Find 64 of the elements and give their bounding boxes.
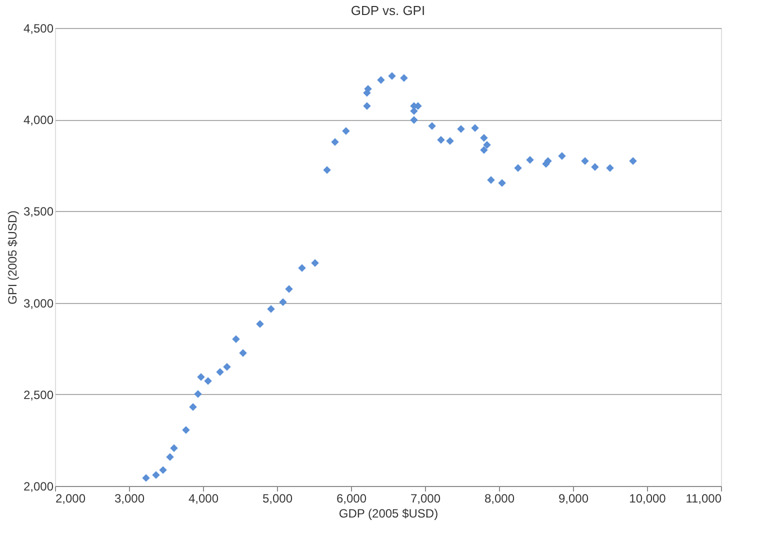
x-tick-label: 11,000 bbox=[686, 492, 722, 506]
point bbox=[159, 466, 167, 474]
point bbox=[591, 163, 599, 171]
point bbox=[197, 373, 205, 381]
point bbox=[606, 164, 614, 172]
x-tick-label: 2,000 bbox=[56, 492, 86, 506]
point bbox=[239, 349, 247, 357]
point bbox=[232, 335, 240, 343]
point bbox=[142, 474, 150, 482]
x-tick-label: 9,000 bbox=[558, 492, 589, 506]
y-tick-label: 4,500 bbox=[23, 22, 54, 36]
point bbox=[487, 176, 495, 184]
point bbox=[267, 305, 275, 313]
point bbox=[629, 157, 637, 165]
point bbox=[152, 471, 160, 479]
point bbox=[166, 453, 174, 461]
x-tick-label: 6,000 bbox=[336, 492, 367, 506]
point bbox=[194, 390, 202, 398]
x-tick-label: 3,000 bbox=[114, 492, 145, 506]
point bbox=[323, 166, 331, 174]
x-tick-label: 8,000 bbox=[484, 492, 515, 506]
point bbox=[256, 320, 264, 328]
point bbox=[581, 157, 589, 165]
x-tick-label: 10,000 bbox=[629, 492, 666, 506]
point bbox=[279, 298, 287, 306]
point bbox=[480, 146, 488, 154]
point bbox=[514, 164, 522, 172]
point bbox=[204, 377, 212, 385]
point bbox=[189, 403, 197, 411]
y-tick-label: 3,500 bbox=[23, 204, 54, 219]
x-tick-label: 7,000 bbox=[410, 492, 441, 506]
point bbox=[437, 136, 445, 144]
x-tick-label: 5,000 bbox=[262, 492, 293, 506]
x-tick-label: 4,000 bbox=[188, 492, 219, 506]
point bbox=[223, 363, 231, 371]
point bbox=[410, 116, 418, 124]
chart-title: GDP vs. GPI bbox=[350, 3, 426, 18]
point bbox=[331, 138, 339, 146]
point bbox=[457, 125, 465, 133]
point bbox=[363, 102, 371, 110]
point bbox=[216, 368, 224, 376]
y-tick-label: 3,000 bbox=[23, 296, 54, 310]
point bbox=[298, 264, 306, 272]
point bbox=[428, 122, 436, 130]
point bbox=[377, 76, 385, 84]
point bbox=[342, 127, 350, 135]
point bbox=[480, 134, 488, 142]
point bbox=[483, 141, 491, 149]
y-tick-label: 2,000 bbox=[23, 480, 54, 494]
point bbox=[285, 285, 293, 293]
point bbox=[446, 137, 454, 145]
point bbox=[526, 156, 534, 164]
point bbox=[400, 74, 408, 82]
point bbox=[498, 179, 506, 187]
point bbox=[558, 152, 566, 160]
point bbox=[311, 259, 319, 267]
x-axis-title: GDP (2005 $USD) bbox=[338, 506, 438, 520]
point bbox=[170, 444, 178, 452]
point bbox=[471, 124, 479, 132]
y-axis-title: GPI (2005 $USD) bbox=[5, 210, 20, 305]
point bbox=[388, 72, 396, 80]
point bbox=[182, 426, 190, 434]
y-tick-label: 2,500 bbox=[23, 388, 54, 402]
y-tick-label: 4,000 bbox=[23, 113, 54, 128]
